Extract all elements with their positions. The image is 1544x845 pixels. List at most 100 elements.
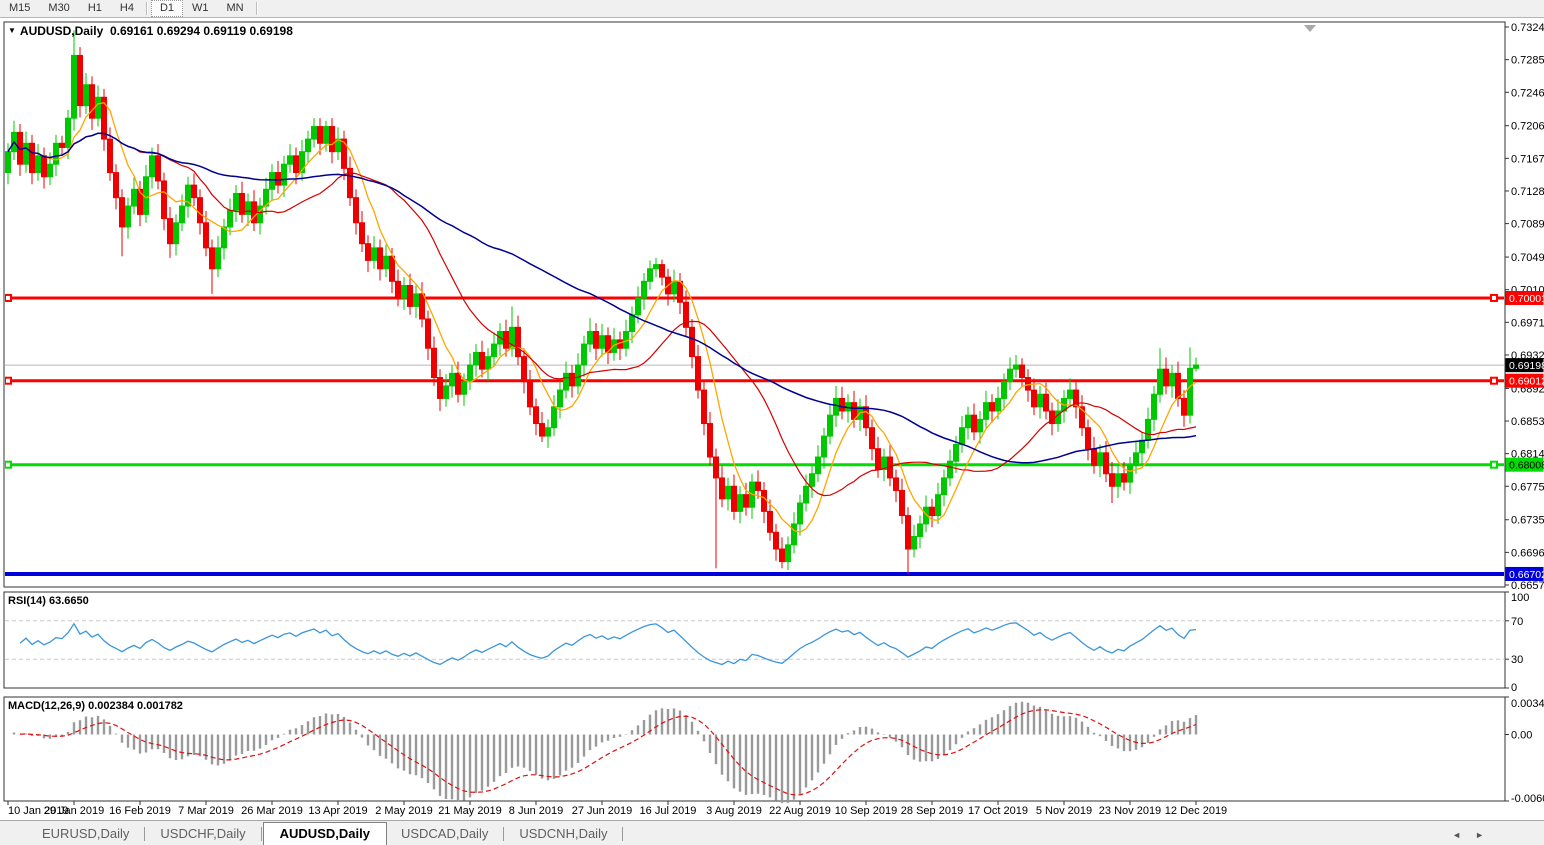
tab-scroll-right-icon[interactable]: ► [1475,830,1498,840]
candle-body [89,84,95,119]
moving-average-21 [7,132,1197,497]
candle-body [941,477,947,496]
date-axis-tick-label: 5 Nov 2019 [1036,805,1092,817]
candle-body [77,54,83,107]
tab-usdcad-daily[interactable]: USDCAD,Daily [400,826,489,841]
candle-body [833,397,839,416]
level-price-tag [1505,566,1544,581]
tab-scroll-left-icon[interactable]: ◄ [1452,830,1476,840]
candle-body [893,477,899,491]
toolbar-separator [255,2,258,15]
candle-body [629,314,635,333]
candle-body [401,285,407,299]
candle-body [287,155,293,165]
candle-body [191,184,197,199]
candle-body [551,406,557,429]
candle-body [647,268,653,282]
level-line-handle[interactable] [1490,293,1498,302]
tab-eurusd-daily[interactable]: EURUSD,Daily [42,826,130,841]
macd-signal-value: 0.001782 [137,700,183,712]
candle-body [1157,368,1163,395]
candle-body [1163,368,1169,387]
candle-body [545,427,551,437]
candle-body [719,477,725,500]
chart-tab-bar: EURUSD,Daily USDCHF,Daily AUDUSD,Daily USDC… [0,820,1544,845]
timeframe-button-h1[interactable]: H1 [87,2,102,14]
level-line-handle[interactable] [1490,460,1498,469]
timeframe-button-m30[interactable]: M30 [48,2,70,14]
moving-average-7 [7,101,1197,534]
rsi-line [19,622,1197,666]
candle-body [185,184,191,207]
candle-body [311,126,317,140]
level-price-tag-text: 0.70001 [1509,293,1544,305]
candle-body [341,138,347,169]
candle-body [1025,377,1031,391]
chart-title: ▼ AUDUSD,Daily 0.69161 0.69294 0.69119 0.… [8,24,293,38]
candle-body [359,222,365,245]
candle-body [815,456,821,475]
chart-shift-marker-icon[interactable] [1304,25,1316,32]
rsi-panel[interactable] [3,591,1506,689]
panel-resize-handle-rsi[interactable] [0,587,1544,591]
candle-body [179,205,185,224]
timeframe-button-mn[interactable]: MN [226,2,244,14]
candle-body [1127,464,1133,483]
candle-body [821,435,827,458]
tab-audusd-daily[interactable]: AUDUSD,Daily [262,822,387,845]
candle-body [785,544,791,563]
date-axis-tick-label: 12 Dec 2019 [1165,805,1227,817]
tab-usdcnh-daily[interactable]: USDCNH,Daily [519,826,608,841]
level-line-handle[interactable] [5,293,12,302]
timeframe-button-m15[interactable]: M15 [9,2,31,14]
date-axis-tick-label: 16 Feb 2019 [109,805,171,817]
rsi-axis-label: 0 [1511,682,1517,694]
candle-body [875,448,881,471]
candle-body [5,151,11,174]
candle-body [755,481,761,491]
candle-body [1139,439,1145,454]
candle-body [869,427,875,450]
candle-body [1031,389,1037,408]
rsi-value: 63.6650 [48,595,89,607]
timeframe-button-d1[interactable]: D1 [150,0,183,17]
candle-body [737,494,743,512]
tab-usdchf-daily[interactable]: USDCHF,Daily [160,826,246,841]
candle-body [173,222,179,245]
candle-body [851,402,857,420]
tab-scroll-controls: ◄► [1452,830,1498,840]
candle-body [557,389,563,408]
candle-body [461,381,467,395]
candle-body [977,418,983,433]
date-axis-tick-label: 17 Oct 2019 [968,805,1028,817]
candle-body [689,326,695,358]
panel-resize-handle-macd[interactable] [0,691,1544,695]
ohlc-close: 0.69198 [249,24,293,38]
candle-body [317,126,323,144]
tab-separator [503,827,505,841]
candle-body [899,489,905,517]
level-line-handle[interactable] [5,460,12,469]
candle-body [587,331,593,345]
level-line-handle[interactable] [5,376,12,385]
candle-body [431,347,437,379]
timeframe-button-h4[interactable]: H4 [119,2,134,14]
candle-body [1115,473,1121,487]
timeframe-button-w1[interactable]: W1 [192,2,209,14]
candle-body [695,356,701,391]
candle-body [47,163,53,178]
candle-body [1169,372,1175,387]
level-line-handle[interactable] [1490,376,1498,385]
current-price-tag [1505,358,1544,373]
chart-title-symbol: AUDUSD,Daily [19,24,104,38]
candle-body [65,117,71,148]
macd-name: MACD(12,26,9) [8,700,86,712]
